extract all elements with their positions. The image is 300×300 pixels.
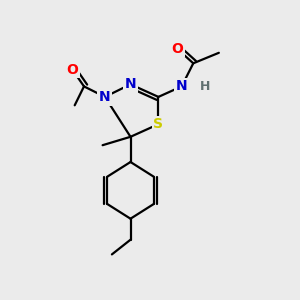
Text: H: H xyxy=(200,80,210,93)
Text: O: O xyxy=(66,63,78,76)
Text: N: N xyxy=(176,80,188,93)
Text: N: N xyxy=(125,77,136,91)
Text: S: S xyxy=(153,117,164,131)
Text: N: N xyxy=(99,90,111,104)
Text: O: O xyxy=(171,42,183,56)
